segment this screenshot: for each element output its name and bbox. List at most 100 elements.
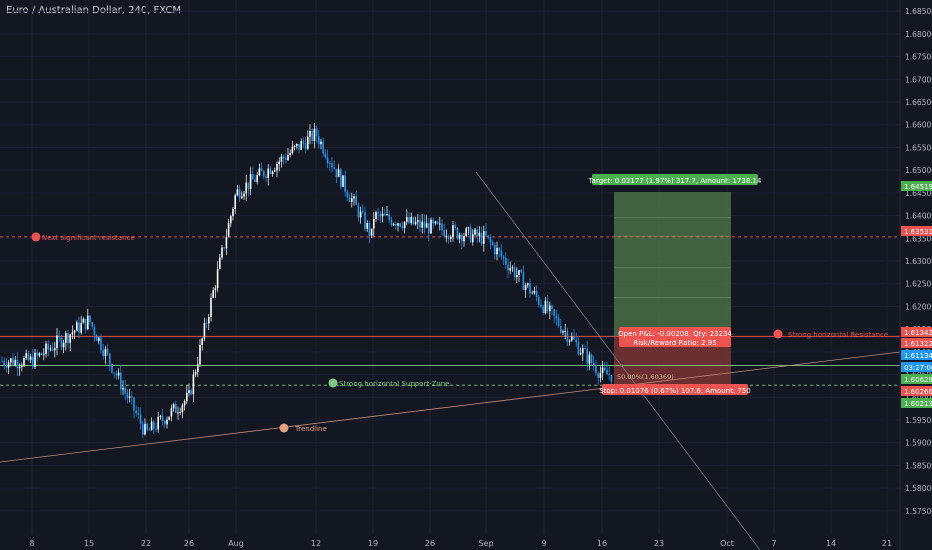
candle-body [146, 423, 148, 430]
candle-body [489, 236, 492, 243]
axis-bg [900, 0, 932, 550]
candle-body [573, 336, 575, 340]
candle-body [436, 221, 439, 224]
candle-body [254, 179, 256, 182]
candle-body [241, 196, 243, 199]
candle-body [5, 365, 8, 368]
candle-body [219, 257, 221, 269]
candle-body [549, 305, 551, 312]
candle-body [54, 348, 56, 351]
diagonal-line [475, 171, 761, 550]
candle-body [315, 128, 318, 137]
candle-body [377, 212, 379, 214]
candle-body [357, 204, 360, 218]
candle-body [203, 322, 206, 339]
candle-body [285, 158, 287, 160]
candle-body [421, 221, 423, 228]
candle-body [278, 161, 280, 164]
candle-body [67, 332, 69, 343]
stop-label: Stop: 0.01076 (0.67%) 107.6, Amount: 750 [599, 387, 751, 395]
pnl-label: Risk/Reward Ratio: 2.95 [633, 339, 716, 347]
candle-body [291, 146, 294, 153]
candle-body [45, 343, 47, 354]
candle-body [509, 268, 511, 271]
x-tick-label: 26 [184, 539, 194, 548]
candle-body [223, 247, 225, 249]
x-tick-label: 7 [771, 539, 776, 548]
candle-body [159, 416, 162, 417]
candle-body [467, 227, 470, 229]
candle-body [117, 372, 120, 376]
candle-body [406, 217, 408, 222]
candle-body [304, 143, 307, 150]
candle-body [269, 168, 272, 175]
label-trendline-marker [279, 423, 289, 433]
price-axis: 1.68500 1.68000 1.67500 1.67000 1.66500 1.660… [899, 0, 932, 550]
y-tick-label: 1.64000 [905, 212, 932, 221]
stop-label-box [602, 384, 748, 395]
candle-body [575, 339, 577, 343]
candle-body [109, 353, 111, 364]
candle-body [425, 223, 428, 228]
candle-body [582, 348, 584, 354]
candle-body [562, 331, 564, 333]
candle-body [84, 318, 87, 330]
candle-body [190, 390, 192, 395]
y-tick-label: 1.66500 [905, 98, 932, 107]
y-tick-label: 1.60000 [905, 393, 932, 402]
candle-body [80, 323, 82, 333]
candle-body [529, 283, 531, 294]
candle-body [571, 336, 573, 341]
x-tick-label: Aug [228, 539, 244, 548]
candle-body [518, 270, 520, 275]
candle-body [208, 317, 210, 324]
candle-body [280, 156, 283, 162]
candle-body [1, 360, 3, 362]
candle-body [91, 322, 93, 327]
candle-body [386, 214, 388, 216]
candle-body [524, 285, 527, 290]
candle-body [577, 342, 580, 355]
candle-body [21, 365, 23, 367]
candle-body [311, 130, 313, 141]
candle-body [441, 223, 443, 231]
candle-body [133, 397, 135, 411]
pnl-label-box [619, 327, 731, 347]
candle-body [496, 247, 498, 255]
candle-body [296, 143, 298, 146]
candle-body [392, 224, 395, 226]
candle-body [599, 373, 602, 378]
price-badge-text: 1.63531 [904, 228, 932, 236]
candle-body [483, 231, 485, 244]
candle-body [324, 153, 327, 158]
candle-body [142, 423, 144, 435]
x-tick-label: 15 [84, 539, 94, 548]
candle-body [10, 358, 12, 363]
candle-body [320, 141, 322, 145]
candle-body [542, 306, 544, 314]
candle-body [144, 423, 146, 435]
candle-body [412, 216, 415, 225]
candle-body [126, 392, 129, 398]
candle-body [388, 214, 390, 220]
candle-body [579, 353, 582, 355]
candle-body [516, 274, 518, 278]
y-tick-label: 1.63500 [905, 234, 932, 243]
candle-body [181, 405, 184, 413]
candle-body [179, 412, 181, 414]
candle-body [186, 392, 188, 402]
candle-body [362, 211, 364, 213]
candle-body [443, 230, 445, 237]
candle-body [604, 367, 606, 370]
candle-body [18, 366, 21, 369]
candle-body [12, 358, 14, 366]
price-badge [901, 350, 932, 360]
candle-body [568, 340, 571, 342]
candle-body [439, 223, 441, 225]
candle-body [344, 175, 346, 192]
candle-body [498, 247, 500, 251]
candle-body [40, 353, 43, 355]
candle-body [148, 429, 151, 431]
candle-body [364, 212, 366, 229]
